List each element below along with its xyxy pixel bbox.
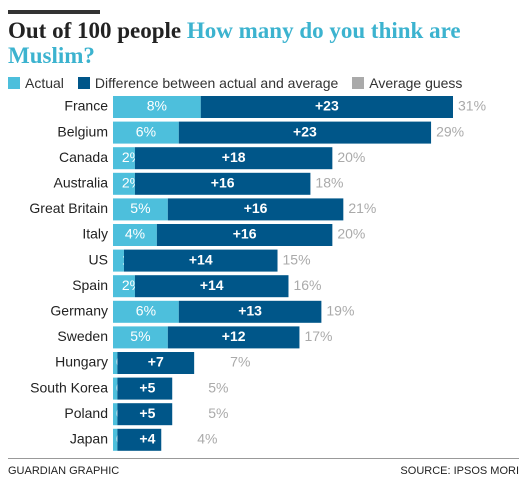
value-label: +16 bbox=[211, 175, 235, 191]
legend: Actual Difference between actual and aver… bbox=[8, 75, 462, 91]
bar-segment bbox=[117, 428, 162, 451]
value-label: 6% bbox=[136, 123, 156, 139]
y-tick-label: Poland bbox=[64, 405, 108, 421]
y-tick-label: Japan bbox=[70, 431, 108, 447]
guess-label: 29% bbox=[436, 123, 464, 139]
legend-item: Difference between actual and average bbox=[77, 75, 339, 91]
bar-segment bbox=[113, 224, 157, 246]
legend-swatch bbox=[352, 77, 365, 89]
bar-segment bbox=[178, 300, 322, 323]
value-label: 6% bbox=[136, 303, 156, 319]
guess-label: 20% bbox=[337, 149, 365, 165]
bar-segment bbox=[113, 249, 124, 272]
value-label: +16 bbox=[244, 200, 268, 216]
legend-label: Actual bbox=[25, 75, 64, 91]
bar-segment bbox=[156, 224, 333, 246]
guess-label: 21% bbox=[348, 200, 376, 216]
bar-segment bbox=[113, 326, 168, 349]
header: Out of 100 people How many do you think … bbox=[8, 18, 518, 68]
bar-segment bbox=[117, 377, 173, 400]
guess-label: 31% bbox=[458, 98, 486, 114]
value-label: 4% bbox=[125, 226, 145, 242]
value-label: +13 bbox=[238, 303, 262, 319]
bar-segment bbox=[113, 377, 118, 400]
bar-segment bbox=[117, 352, 195, 374]
bar-segment bbox=[113, 403, 118, 426]
value-label: +12 bbox=[222, 328, 246, 344]
y-tick-label: US bbox=[89, 251, 108, 267]
legend-label: Difference between actual and average bbox=[94, 75, 339, 91]
legend-swatch bbox=[77, 77, 90, 89]
bar-segment bbox=[167, 198, 344, 221]
value-label: +18 bbox=[222, 149, 246, 165]
chart-title: Out of 100 people bbox=[8, 18, 182, 43]
bar-segment bbox=[113, 172, 135, 195]
value-label: +4 bbox=[139, 431, 155, 447]
guess-label: 17% bbox=[304, 328, 332, 344]
bar-segment bbox=[113, 428, 118, 451]
bar-segment bbox=[113, 275, 135, 298]
bar-segment bbox=[113, 198, 168, 221]
value-label: +23 bbox=[293, 123, 317, 139]
value-label: +16 bbox=[233, 226, 257, 242]
y-tick-label: Spain bbox=[72, 277, 108, 293]
guess-label: 4% bbox=[197, 431, 217, 447]
legend-swatch bbox=[8, 77, 20, 89]
value-label: 5% bbox=[130, 328, 150, 344]
value-label: +23 bbox=[315, 98, 339, 114]
value-label: +14 bbox=[200, 277, 224, 293]
bar-segment bbox=[167, 326, 300, 349]
legend-label: Average guess bbox=[369, 75, 463, 91]
top-rule bbox=[8, 10, 100, 14]
guess-label: 7% bbox=[230, 354, 250, 370]
guess-label: 5% bbox=[208, 405, 228, 421]
bar-segment bbox=[134, 147, 333, 170]
y-tick-label: South Korea bbox=[30, 379, 108, 395]
guess-label: 5% bbox=[208, 379, 228, 395]
y-tick-label: Belgium bbox=[57, 123, 108, 139]
bar-segment bbox=[200, 96, 453, 118]
chart-subtitle: How many do you think are Muslim? bbox=[8, 18, 461, 68]
value-label: 5% bbox=[130, 200, 150, 216]
value-label: 8% bbox=[147, 98, 167, 114]
guess-label: 18% bbox=[315, 175, 343, 191]
y-tick-label: Great Britain bbox=[29, 200, 108, 216]
y-tick-label: Australia bbox=[54, 175, 109, 191]
bar-segment bbox=[178, 121, 432, 144]
y-tick-label: Hungary bbox=[55, 354, 108, 370]
guess-label: 20% bbox=[337, 226, 365, 242]
value-label: +14 bbox=[189, 251, 213, 267]
footer: GUARDIAN GRAPHIC SOURCE: IPSOS MORI bbox=[8, 458, 519, 477]
legend-item: Average guess bbox=[352, 75, 462, 91]
y-tick-label: Sweden bbox=[57, 328, 108, 344]
bar-segment bbox=[113, 352, 118, 374]
source: SOURCE: IPSOS MORI bbox=[400, 465, 519, 477]
y-tick-label: Canada bbox=[59, 149, 108, 165]
bar-segment bbox=[113, 300, 179, 323]
bar-segment bbox=[117, 403, 173, 426]
chart: France 8% +23 31%Belgium 6% +23 29%Canada 2% +18… bbox=[29, 96, 486, 451]
bar-segment bbox=[123, 249, 278, 272]
y-tick-label: France bbox=[64, 98, 108, 114]
guess-label: 15% bbox=[283, 251, 311, 267]
bar-segment bbox=[113, 147, 135, 170]
bar-segment bbox=[113, 121, 179, 144]
guess-label: 16% bbox=[293, 277, 321, 293]
value-label: +5 bbox=[139, 379, 155, 395]
credit: GUARDIAN GRAPHIC bbox=[8, 465, 120, 477]
bar-segment bbox=[134, 275, 289, 298]
value-label: +7 bbox=[148, 354, 164, 370]
y-tick-label: Italy bbox=[82, 226, 108, 242]
value-label: +5 bbox=[139, 405, 155, 421]
y-tick-label: Germany bbox=[50, 303, 108, 319]
bar-segment bbox=[113, 96, 201, 118]
guess-label: 19% bbox=[326, 303, 354, 319]
bar-segment bbox=[134, 172, 311, 195]
legend-item: Actual bbox=[8, 75, 64, 91]
